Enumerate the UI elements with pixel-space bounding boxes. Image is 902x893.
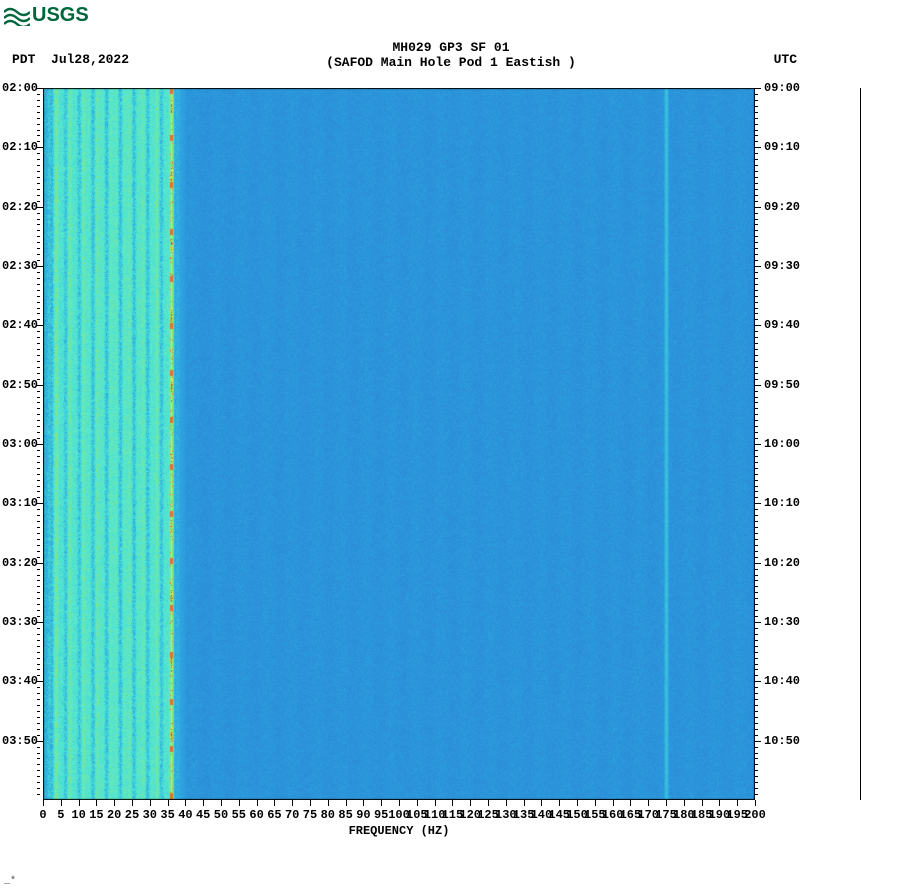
- y-right-tick: 09:20: [764, 200, 800, 214]
- date-label: Jul28,2022: [51, 52, 129, 67]
- colorbar-rule: [860, 88, 861, 800]
- x-tick: 55: [232, 808, 246, 822]
- title-line-1: MH029 GP3 SF 01: [0, 40, 902, 55]
- x-tick: 70: [285, 808, 299, 822]
- y-left-tick: 02:40: [2, 318, 38, 332]
- header-left: PDT Jul28,2022: [12, 52, 129, 67]
- y-left-tick: 02:20: [2, 200, 38, 214]
- x-axis-label: FREQUENCY (HZ): [43, 824, 755, 838]
- chart-title: MH029 GP3 SF 01 (SAFOD Main Hole Pod 1 E…: [0, 40, 902, 70]
- y-left-tick: 03:40: [2, 674, 38, 688]
- x-tick: 35: [160, 808, 174, 822]
- y-right-tick: 09:30: [764, 259, 800, 273]
- y-left-tick: 03:50: [2, 734, 38, 748]
- x-tick: 0: [39, 808, 46, 822]
- y-left-tick: 03:00: [2, 437, 38, 451]
- y-right-tick: 09:40: [764, 318, 800, 332]
- x-tick: 40: [178, 808, 192, 822]
- x-tick: 75: [303, 808, 317, 822]
- x-tick: 95: [374, 808, 388, 822]
- usgs-logo: USGS: [4, 4, 89, 27]
- y-right-tick: 10:20: [764, 556, 800, 570]
- spectrogram-canvas: [43, 88, 755, 800]
- y-right-tick: 10:10: [764, 496, 800, 510]
- x-tick: 90: [356, 808, 370, 822]
- x-tick: 60: [249, 808, 263, 822]
- x-tick: 30: [143, 808, 157, 822]
- left-timezone: PDT: [12, 52, 35, 67]
- spectrogram-plot: [43, 88, 755, 800]
- right-timezone: UTC: [774, 52, 797, 67]
- x-tick: 20: [107, 808, 121, 822]
- logo-text: USGS: [32, 4, 89, 27]
- y-right-tick: 10:50: [764, 734, 800, 748]
- y-left-tick: 03:30: [2, 615, 38, 629]
- y-left-tick: 02:10: [2, 140, 38, 154]
- x-tick: 45: [196, 808, 210, 822]
- x-tick: 15: [89, 808, 103, 822]
- y-left-tick: 03:10: [2, 496, 38, 510]
- x-tick: 25: [125, 808, 139, 822]
- x-tick: 200: [744, 808, 766, 822]
- y-left-tick: 02:00: [2, 81, 38, 95]
- x-tick: 5: [57, 808, 64, 822]
- x-tick: 65: [267, 808, 281, 822]
- x-tick: 10: [71, 808, 85, 822]
- x-tick: 50: [214, 808, 228, 822]
- y-right-tick: 09:10: [764, 140, 800, 154]
- y-right-tick: 10:40: [764, 674, 800, 688]
- y-axis-left-pdt: 02:0002:1002:2002:3002:4002:5003:0003:10…: [0, 88, 42, 800]
- y-right-tick: 09:50: [764, 378, 800, 392]
- y-right-tick: 09:00: [764, 81, 800, 95]
- x-tick: 80: [321, 808, 335, 822]
- y-axis-right-utc: 09:0009:1009:2009:3009:4009:5010:0010:10…: [760, 88, 810, 800]
- y-right-tick: 10:00: [764, 437, 800, 451]
- footnote: _*: [4, 876, 16, 887]
- wave-icon: [4, 6, 30, 26]
- y-left-tick: 03:20: [2, 556, 38, 570]
- y-left-tick: 02:50: [2, 378, 38, 392]
- x-tick: 85: [338, 808, 352, 822]
- title-line-2: (SAFOD Main Hole Pod 1 Eastish ): [0, 55, 902, 70]
- y-left-tick: 02:30: [2, 259, 38, 273]
- y-right-tick: 10:30: [764, 615, 800, 629]
